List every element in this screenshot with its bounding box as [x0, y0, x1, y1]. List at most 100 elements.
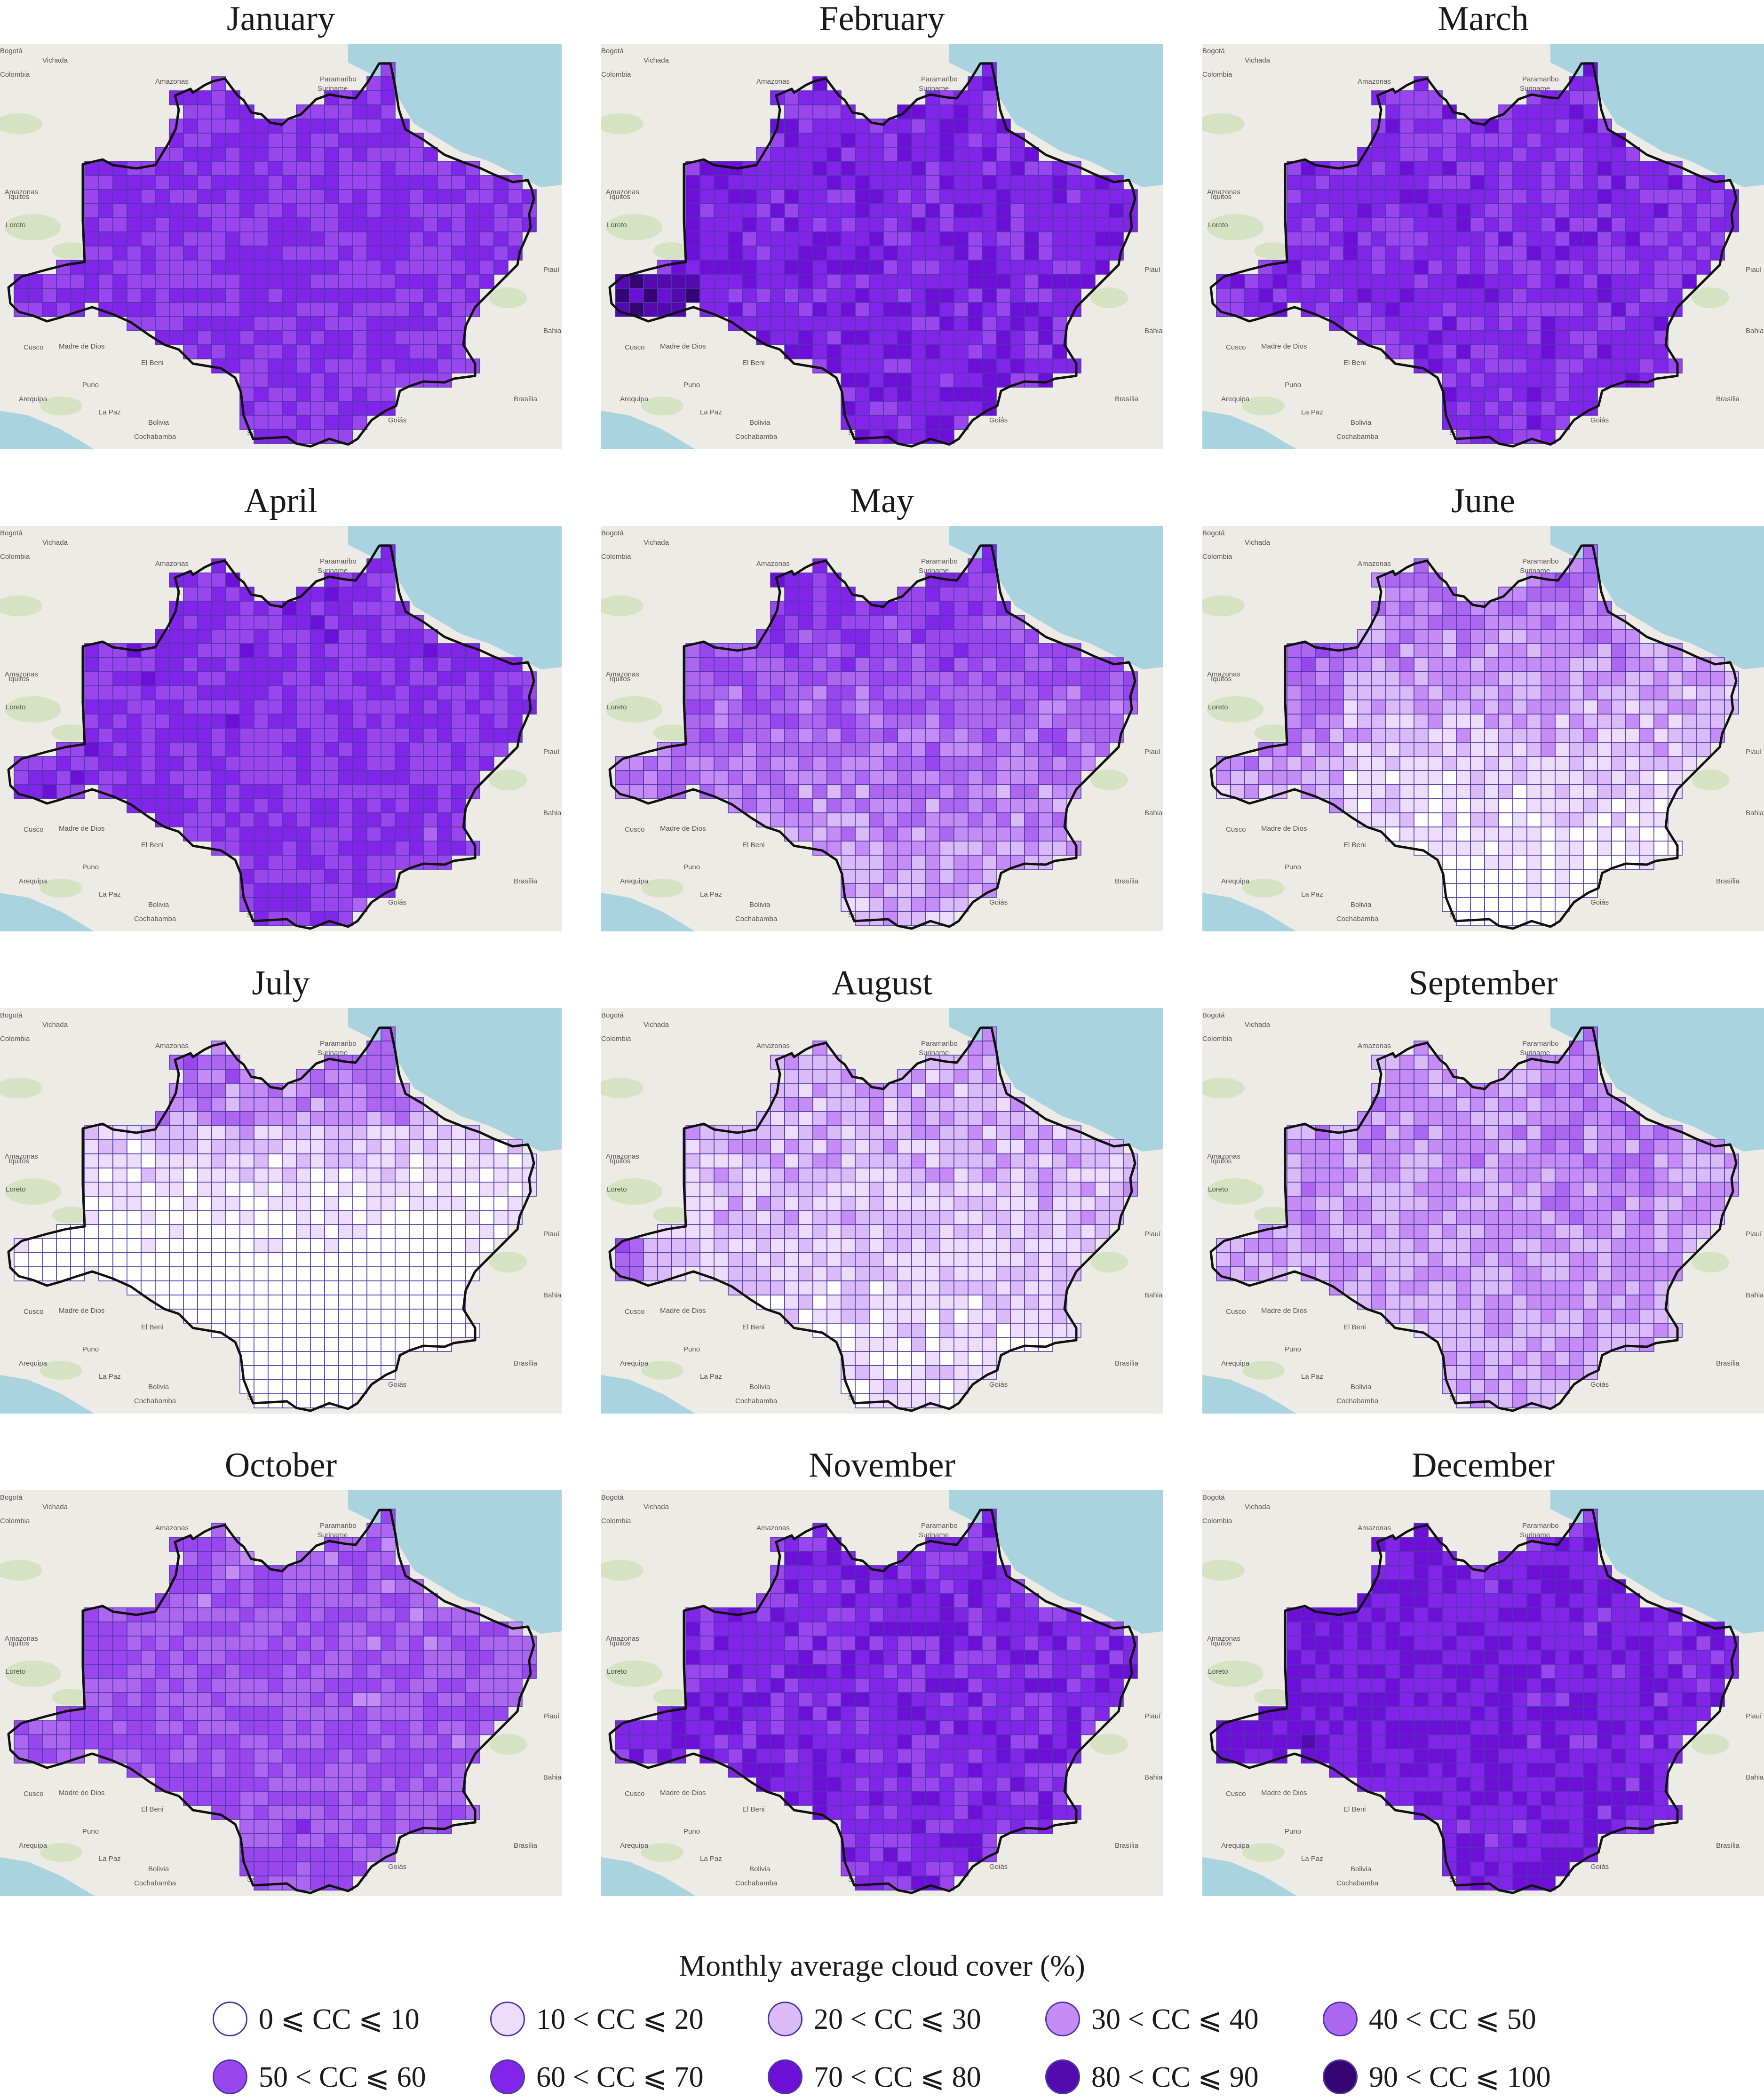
grid-cell [1499, 644, 1513, 658]
grid-cell [198, 1239, 212, 1253]
grid-cell [282, 288, 296, 302]
grid-cell [1386, 190, 1400, 204]
grid-cell [982, 331, 996, 345]
grid-cell [1301, 728, 1315, 742]
grid-cell [226, 1253, 240, 1267]
grid-cell [1485, 415, 1499, 429]
grid-cell [155, 1168, 169, 1182]
base-map-label: Brasília [1716, 395, 1740, 403]
grid-cell [353, 742, 367, 756]
grid-cell [1025, 714, 1039, 728]
grid-cell [1485, 345, 1499, 359]
grid-cell [841, 133, 855, 147]
grid-cell [968, 218, 982, 232]
grid-cell [1343, 232, 1358, 246]
grid-cell [883, 317, 898, 331]
grid-cell [771, 1239, 785, 1253]
grid-cell [452, 1168, 466, 1182]
grid-cell [282, 785, 296, 799]
base-map-label: Loreto [1208, 1185, 1228, 1193]
grid-cell [756, 1253, 771, 1267]
grid-cell [926, 629, 940, 644]
grid-cell [198, 728, 212, 742]
grid-cell [1428, 175, 1442, 190]
grid-cell [1527, 331, 1541, 345]
grid-cell [85, 742, 99, 756]
grid-cell [339, 644, 353, 658]
grid-cell [968, 587, 982, 601]
grid-cell [1025, 1224, 1039, 1239]
map-february: BogotáColombiaVichadaParamariboSurinameG… [601, 44, 1163, 449]
grid-cell [1569, 387, 1583, 401]
grid-cell [254, 415, 268, 429]
grid-cell [883, 260, 898, 274]
grid-cell [1583, 345, 1597, 359]
grid-cell [728, 274, 742, 288]
grid-cell [1053, 175, 1067, 190]
grid-cell [883, 274, 898, 288]
base-map-label: Vichada [644, 1021, 669, 1029]
grid-cell [756, 218, 771, 232]
grid-cell [437, 260, 452, 274]
grid-cell [240, 855, 254, 869]
grid-cell [1597, 799, 1612, 813]
grid-cell [325, 1168, 339, 1182]
grid-cell [1569, 161, 1583, 175]
base-map-label: Arequipa [1221, 1359, 1250, 1367]
grid-cell [226, 359, 240, 373]
grid-cell [1386, 587, 1400, 601]
grid-cell [1329, 246, 1343, 260]
grid-cell [268, 1337, 282, 1351]
grid-cell [381, 728, 395, 742]
grid-cell [1485, 771, 1499, 785]
grid-cell [141, 246, 155, 260]
base-map-label: Madre de Dios [1261, 825, 1307, 833]
grid-cell [1039, 218, 1053, 232]
grid-cell [1470, 841, 1485, 855]
grid-cell [85, 1154, 99, 1168]
grid-cell [1081, 672, 1095, 686]
grid-cell [926, 1069, 940, 1083]
grid-cell [700, 1168, 714, 1182]
grid-cell [353, 288, 367, 302]
base-map-label: Bahia [1144, 809, 1163, 817]
base-map-label: Iquitos [610, 675, 630, 683]
grid-cell [268, 232, 282, 246]
grid-cell [686, 175, 700, 190]
base-map-label: Paramaribo [1522, 75, 1559, 83]
grid-cell [756, 799, 771, 813]
grid-cell [968, 700, 982, 714]
grid-cell [1470, 1126, 1485, 1140]
grid-cell [254, 1224, 268, 1239]
grid-cell [1569, 813, 1583, 827]
grid-cell [813, 658, 827, 672]
grid-cell [883, 1309, 898, 1323]
grid-cell [742, 672, 756, 686]
grid-cell [169, 260, 183, 274]
grid-cell [1372, 644, 1386, 658]
grid-cell [1696, 672, 1710, 686]
grid-cell [1612, 742, 1626, 756]
grid-cell [437, 841, 452, 855]
grid-cell [1626, 317, 1640, 331]
grid-cell [827, 302, 841, 317]
grid-cell [912, 218, 926, 232]
grid-cell [381, 1069, 395, 1083]
grid-cell [423, 799, 437, 813]
grid-cell [395, 1337, 409, 1351]
grid-cell [353, 274, 367, 288]
grid-cell [1442, 1097, 1456, 1112]
grid-cell [310, 1295, 325, 1309]
grid-cell [1499, 1097, 1513, 1112]
grid-cell [452, 756, 466, 771]
grid-cell [268, 260, 282, 274]
grid-cell [813, 1253, 827, 1267]
month-title: September [1202, 964, 1764, 1008]
grid-cell [1626, 204, 1640, 218]
grid-cell [254, 274, 268, 288]
grid-cell [198, 1196, 212, 1210]
grid-cell [1025, 672, 1039, 686]
grid-cell [1386, 161, 1400, 175]
grid-cell [1541, 686, 1555, 700]
grid-cell [1442, 855, 1456, 869]
